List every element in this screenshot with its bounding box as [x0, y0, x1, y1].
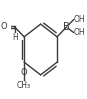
Text: CH₃: CH₃: [17, 81, 31, 90]
Text: H: H: [12, 33, 17, 42]
Text: OH: OH: [74, 15, 86, 24]
Text: B: B: [63, 22, 70, 32]
Text: O: O: [21, 68, 27, 77]
Text: OH: OH: [74, 28, 86, 37]
Text: O: O: [0, 22, 7, 31]
